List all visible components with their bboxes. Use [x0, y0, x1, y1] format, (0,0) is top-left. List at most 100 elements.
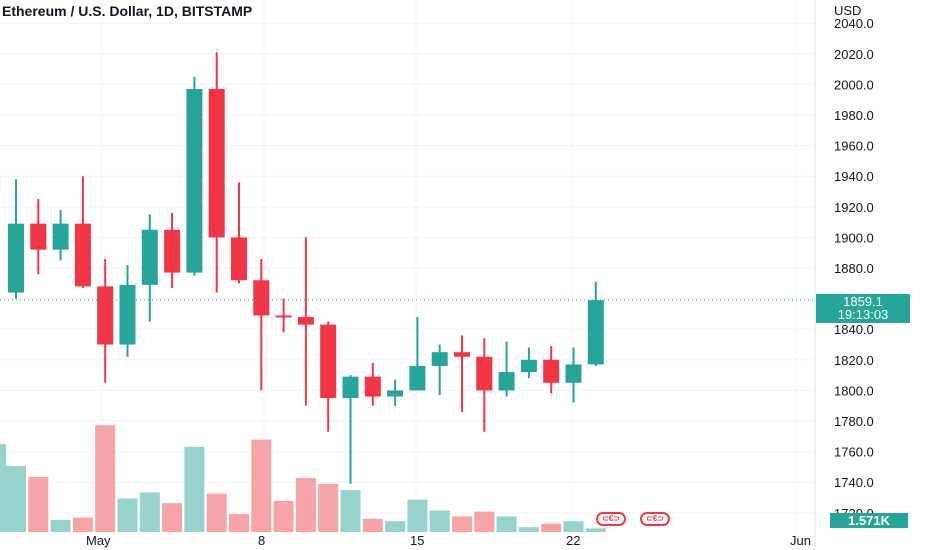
candle[interactable]: [431, 344, 448, 396]
candle-body: [30, 223, 47, 250]
volume-bar: [139, 492, 160, 532]
volume-bar: [318, 484, 339, 532]
candle-body: [387, 390, 404, 397]
price-tick-label: 1960.0: [834, 139, 874, 154]
last-price-value: 1859.1: [843, 294, 883, 309]
candle[interactable]: [454, 335, 470, 412]
candle[interactable]: [141, 214, 158, 322]
candle-body: [364, 376, 381, 397]
date-tick-label: 8: [258, 533, 265, 548]
volume-bar: [585, 528, 606, 532]
candle[interactable]: [476, 338, 493, 432]
volume-bar: [184, 446, 205, 532]
volume-bar: [229, 514, 249, 532]
volume-bar: [496, 516, 517, 532]
candle-body: [119, 284, 136, 345]
volume-bar: [206, 493, 227, 532]
candle[interactable]: [543, 346, 560, 394]
price-tick-label: 2000.0: [834, 77, 874, 92]
date-tick-label: 15: [410, 533, 424, 548]
candle[interactable]: [231, 182, 247, 284]
candle[interactable]: [364, 362, 381, 406]
candle[interactable]: [342, 375, 359, 484]
volume-bar: [563, 521, 584, 532]
candle-body: [587, 300, 604, 365]
price-tick-label: 1980.0: [834, 108, 874, 123]
candle[interactable]: [565, 347, 582, 403]
currency-label: USD: [834, 3, 862, 18]
price-tick-label: 1880.0: [834, 261, 874, 276]
candle-body: [141, 229, 158, 285]
candle[interactable]: [119, 264, 136, 357]
volume-bar: [162, 503, 183, 532]
volume-bar: [295, 478, 316, 532]
candle-body: [74, 223, 91, 287]
candle[interactable]: [297, 237, 314, 406]
candle-body: [320, 324, 337, 399]
candle-body: [476, 356, 493, 391]
volume-bar: [429, 510, 450, 532]
candle[interactable]: [74, 176, 91, 288]
candle-body: [543, 359, 560, 383]
chart-title: Ethereum / U.S. Dollar, 1D, BITSTAMP: [2, 3, 253, 19]
volume-bar: [117, 498, 138, 532]
candle-body: [498, 372, 515, 391]
volume-bar: [251, 439, 272, 532]
candle[interactable]: [275, 298, 292, 333]
dividends-event-icon[interactable]: ⊂€⊃: [596, 512, 626, 526]
price-tick-label: 1920.0: [834, 200, 874, 215]
candle[interactable]: [320, 321, 337, 432]
price-tick-label: 1940.0: [834, 169, 874, 184]
candle[interactable]: [186, 76, 203, 276]
candle-body: [565, 364, 582, 383]
candle-body: [164, 229, 181, 273]
volume-bar: [518, 527, 539, 532]
last-price-badge: 1859.1 19:13:03: [816, 294, 910, 323]
volume-badge: 1.571K: [830, 513, 908, 528]
date-tick-label: 22: [566, 533, 580, 548]
candle[interactable]: [587, 281, 604, 366]
candle[interactable]: [520, 347, 537, 379]
volume-bar: [72, 517, 93, 532]
candle[interactable]: [30, 199, 47, 275]
candle-body: [253, 280, 270, 316]
candle-body: [454, 352, 470, 357]
candle[interactable]: [387, 379, 404, 406]
date-tick-label: May: [86, 533, 111, 548]
candle[interactable]: [97, 258, 114, 383]
candle-body: [52, 223, 69, 250]
volume-bar: [6, 466, 26, 532]
volume-bar: [385, 521, 406, 532]
volume-bar: [474, 511, 495, 532]
candle-body: [409, 365, 426, 391]
volume-bar: [0, 444, 6, 532]
candle-body: [275, 315, 292, 318]
candle[interactable]: [164, 212, 181, 288]
candle[interactable]: [409, 316, 426, 391]
candle-body: [186, 89, 203, 273]
price-tick-label: 2020.0: [834, 47, 874, 62]
price-tick-label: 1800.0: [834, 383, 874, 398]
candle-body: [97, 286, 114, 345]
volume-bar: [340, 490, 361, 532]
candle[interactable]: [208, 52, 225, 293]
volume-bar: [452, 516, 472, 532]
candle-body: [8, 223, 24, 293]
price-tick-label: 1740.0: [834, 475, 874, 490]
dividends-event-icon[interactable]: ⊂€⊃: [640, 512, 670, 526]
candle-body: [231, 237, 247, 281]
price-tick-label: 1900.0: [834, 230, 874, 245]
candle[interactable]: [8, 179, 24, 299]
candle[interactable]: [253, 258, 270, 391]
date-tick-label: Jun: [790, 533, 811, 548]
volume-bar: [273, 500, 294, 532]
volume-bar: [362, 518, 383, 532]
candle[interactable]: [498, 341, 515, 397]
candle-body: [431, 352, 448, 366]
volume-bar: [407, 499, 428, 532]
candle[interactable]: [52, 209, 69, 261]
candle-body: [208, 89, 225, 238]
price-tick-label: 1760.0: [834, 445, 874, 460]
price-tick-label: 1820.0: [834, 353, 874, 368]
